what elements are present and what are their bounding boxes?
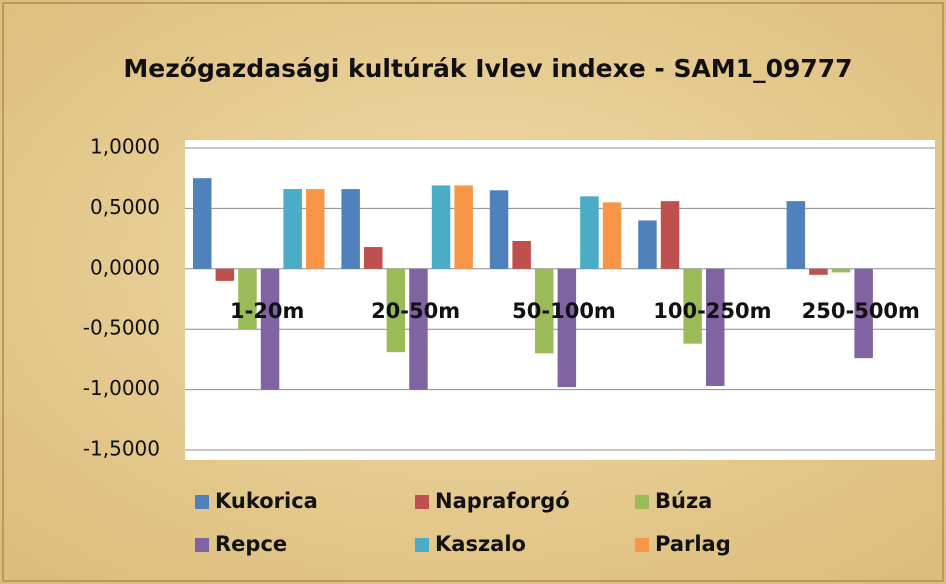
- legend-label: Parlag: [655, 532, 731, 556]
- y-tick-label: -0,5000: [83, 316, 160, 340]
- bar: [831, 268, 851, 273]
- bar: [489, 190, 509, 269]
- x-tick-label: 1-20m: [230, 299, 304, 323]
- bar: [454, 185, 473, 269]
- chart-title: Mezőgazdasági kultúrák Ivlev indexe - SA…: [123, 54, 852, 83]
- bar: [557, 268, 577, 388]
- y-tick-label: 0,0000: [90, 255, 160, 279]
- bar: [431, 185, 451, 269]
- bar: [386, 268, 406, 353]
- bar: [364, 247, 383, 269]
- legend-swatch: [635, 495, 649, 509]
- y-tick-label: -1,0000: [83, 376, 160, 400]
- legend-label: Kaszalo: [435, 532, 526, 556]
- bar: [638, 220, 657, 269]
- bar: [602, 202, 622, 269]
- bar: [341, 189, 360, 269]
- x-tick-label: 20-50m: [371, 299, 460, 323]
- legend-swatch: [195, 538, 209, 552]
- legend-label: Kukorica: [215, 489, 318, 513]
- bar: [683, 268, 702, 344]
- bar: [854, 268, 873, 359]
- bar: [786, 201, 806, 269]
- bar: [238, 268, 257, 330]
- bar: [535, 268, 554, 354]
- bar: [193, 178, 212, 269]
- x-tick-label: 100-250m: [653, 299, 771, 323]
- legend-swatch: [195, 495, 209, 509]
- legend-swatch: [635, 538, 649, 552]
- y-tick-label: -1,5000: [83, 437, 160, 461]
- bar: [409, 268, 428, 390]
- x-tick-label: 50-100m: [512, 299, 616, 323]
- bar: [580, 196, 599, 269]
- bar: [260, 268, 280, 390]
- bar: [512, 241, 531, 269]
- legend-swatch: [415, 538, 429, 552]
- legend-label: Repce: [215, 532, 287, 556]
- bar: [283, 189, 302, 269]
- bar: [660, 201, 680, 269]
- bar: [215, 268, 235, 281]
- bar: [809, 268, 828, 275]
- legend-label: Búza: [655, 489, 712, 513]
- bar: [306, 189, 325, 269]
- legend-swatch: [415, 495, 429, 509]
- x-tick-label: 250-500m: [802, 299, 920, 323]
- legend-label: Napraforgó: [435, 489, 570, 513]
- bar: [706, 268, 725, 386]
- y-tick-label: 0,5000: [90, 195, 160, 219]
- y-tick-label: 1,0000: [90, 135, 160, 159]
